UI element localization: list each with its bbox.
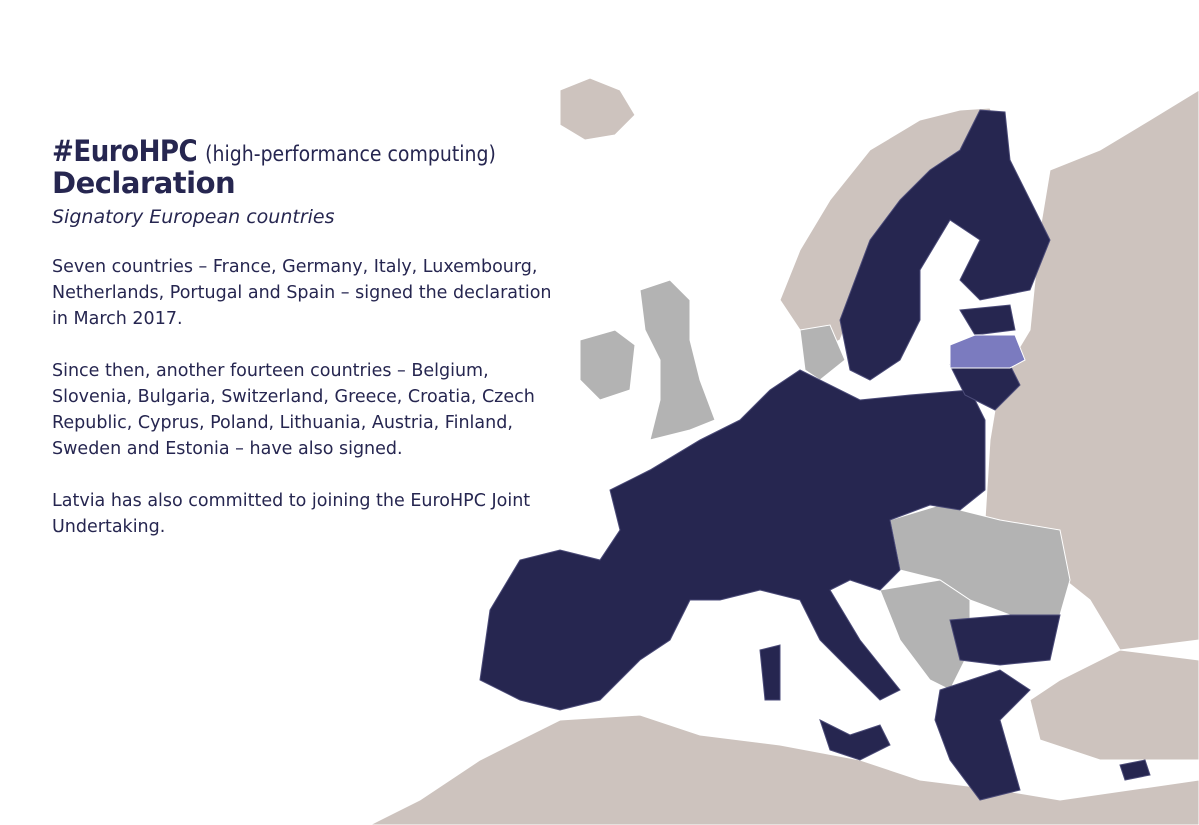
text-panel: #EuroHPC (high-performance computing) Dec… <box>52 134 572 540</box>
latvia <box>949 334 1026 369</box>
signatory <box>479 109 1151 801</box>
paragraph: Seven countries – France, Germany, Italy… <box>52 257 552 329</box>
paragraph: Since then, another fourteen countries –… <box>52 361 535 459</box>
title-note: (high-performance computing) <box>205 142 496 166</box>
title-main: #EuroHPC <box>52 134 198 168</box>
title: #EuroHPC (high-performance computing) <box>52 134 572 168</box>
paragraph: Latvia has also committed to joining the… <box>52 491 531 537</box>
non-signatory <box>579 279 1071 691</box>
title-line2: Declaration <box>52 166 236 200</box>
subtitle: Signatory European countries <box>52 206 335 228</box>
